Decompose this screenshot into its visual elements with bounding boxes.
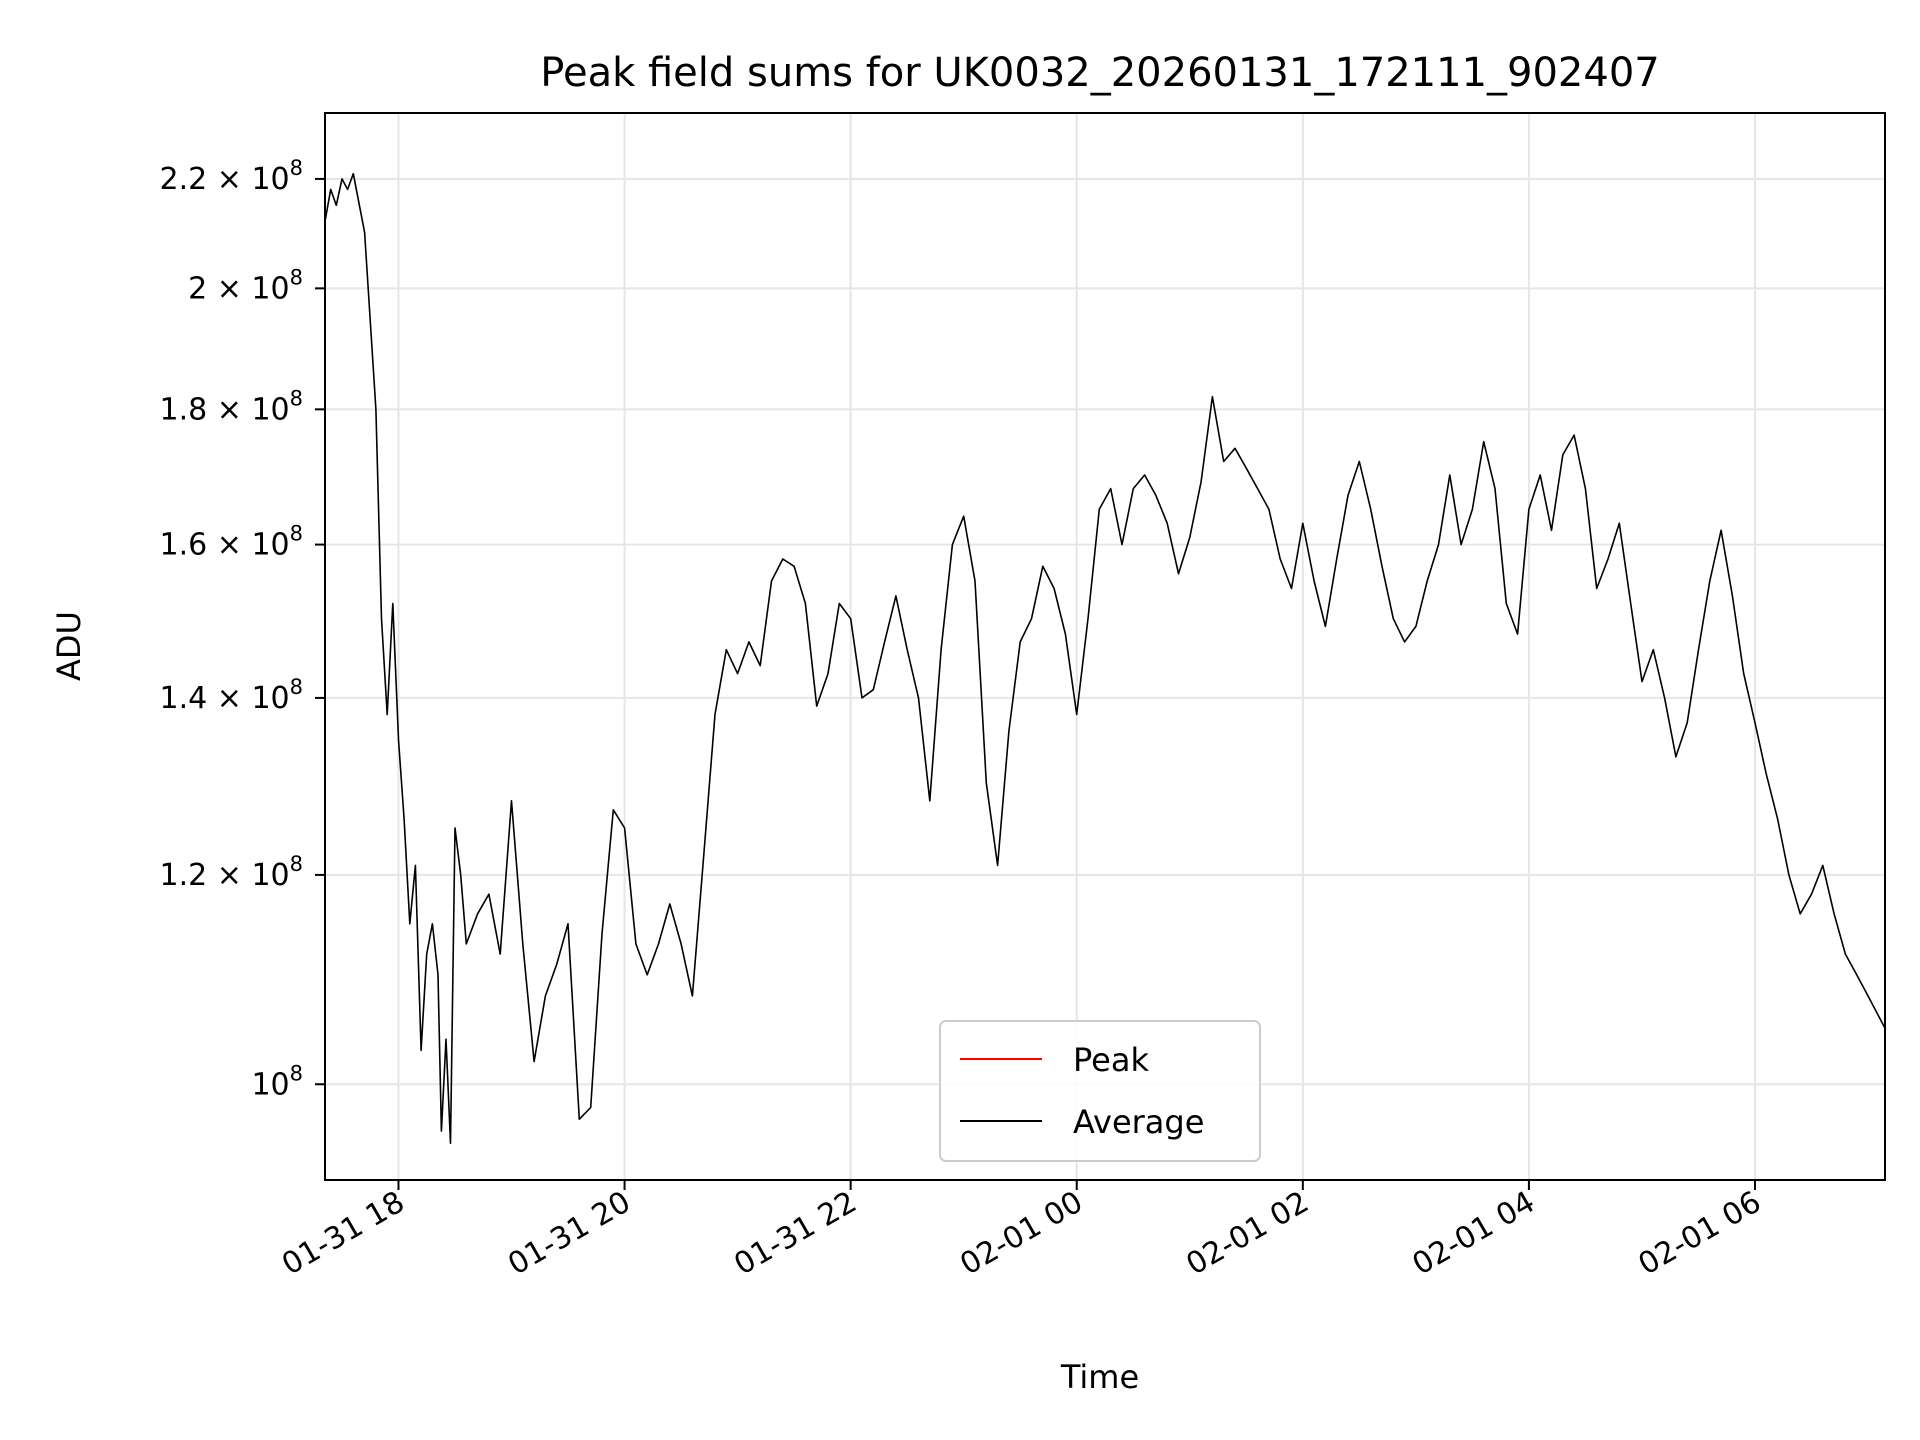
grid	[325, 113, 1885, 1180]
y-tick-label: 108	[251, 1061, 303, 1102]
legend: Peak Average	[939, 1020, 1261, 1162]
y-axis-label: ADU	[50, 611, 88, 681]
series-layer	[325, 172, 1885, 1144]
y-tick-label: 1.8 × 108	[160, 386, 303, 427]
y-tick-label: 1.2 × 108	[160, 852, 303, 893]
legend-label-peak: Peak	[1073, 1041, 1149, 1079]
legend-label-average: Average	[1073, 1103, 1204, 1141]
series-line-average	[325, 172, 1885, 1144]
chart-title: Peak field sums for UK0032_20260131_1721…	[540, 50, 1659, 96]
y-tick-label: 1.6 × 108	[160, 522, 303, 563]
y-axis: 108 1.2 × 108 1.4 × 108 1.6 × 108 1.8 × 108 2…	[160, 156, 325, 1102]
legend-box	[939, 1020, 1261, 1162]
y-tick-label: 2.2 × 108	[160, 156, 303, 197]
plot-frame	[324, 112, 1886, 1181]
x-axis-label: Time	[1060, 1358, 1139, 1396]
y-tick-label: 1.4 × 108	[160, 675, 303, 716]
y-tick-label: 2 × 108	[188, 265, 303, 306]
